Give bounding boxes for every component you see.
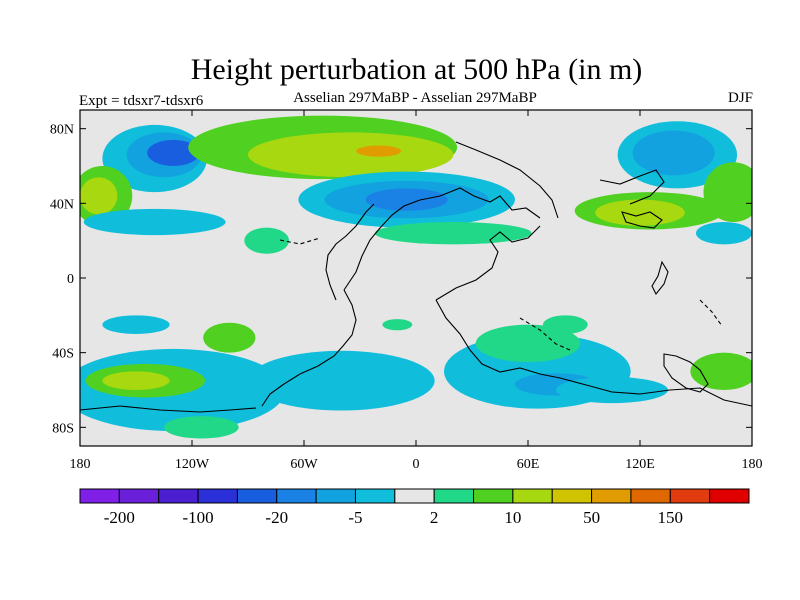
coastline-australia [663,353,709,393]
experiment-label: Expt = tdsxr7-tdsxr6 [79,93,204,109]
lon-tick-label: 120E [625,457,655,472]
colorbar-swatch [118,488,160,504]
contour-region [595,199,685,226]
colorbar-swatch [315,488,356,504]
coastline-island-chain-3 [699,299,723,327]
colorbar-swatch [551,488,593,504]
colorbar-label: -20 [265,508,288,527]
contour-region [365,188,448,211]
contour-region [632,130,715,176]
contour-region [147,139,200,166]
colorbar-swatch [433,488,475,504]
contour-region [203,322,256,353]
colorbar-swatch [158,488,199,504]
contour-region [542,315,588,334]
map-plot-area [79,109,753,447]
coastline-panthalassa-east [325,203,375,301]
coastline-gondwana-east [435,299,613,393]
contour-region [696,222,752,245]
coastline-north-atlantic [343,199,421,291]
coastline-cathaysia [621,211,663,229]
colorbar-label: 10 [504,508,521,527]
coastline-antarctic-west [80,405,257,413]
colorbar-label: -200 [104,508,135,527]
longitude-axis: 180 120W 60W 0 60E 120E 180 [70,110,763,472]
colorbar-label: -5 [348,508,362,527]
colorbar-swatch [276,488,317,504]
colorbar-swatch [591,488,632,504]
lat-tick-label: 40N [50,197,74,212]
coastlines [80,141,752,413]
colorbar-label: -100 [182,508,213,527]
colorbar-swatch [709,488,750,504]
coastline-south-america [261,289,357,407]
lat-tick-label: 40S [52,347,74,362]
contour-region [703,162,752,222]
contour-region [374,222,532,245]
plot-title: Height perturbation at 500 hPa (in m) [190,53,643,86]
colorbar-swatch [79,488,120,504]
contour-region [102,371,170,390]
contour-region [83,208,226,236]
coastline-island-east [651,260,669,296]
contour-region [475,324,581,363]
colorbar-label: 2 [430,508,439,527]
colorbar-swatch [394,488,435,504]
lon-tick-label: 180 [742,457,763,472]
colorbar-swatch [512,488,553,504]
colorbar-label: 50 [583,508,600,527]
colorbar-label: 150 [658,508,684,527]
contour-fields [80,115,752,439]
colorbar-swatch [669,488,711,504]
lat-tick-label: 80S [52,421,74,436]
coastline-tethys-south [435,225,541,301]
lat-tick-label: 0 [67,272,74,287]
latitude-axis: 80N 40N 0 40S 80S [50,123,752,436]
colorbar: -200 -100 -20 -5 2 10 50 150 [79,488,750,527]
contour-region [356,145,402,157]
coastline-tethys-north [419,187,541,219]
lon-tick-label: 0 [413,457,420,472]
contour-region [80,177,118,215]
contour-region [248,350,435,411]
coastline-asia-east [599,169,665,205]
contour-region [248,132,454,178]
lon-tick-label: 120W [175,457,210,472]
contour-region [556,376,668,404]
contour-region [244,227,290,254]
colorbar-swatch [236,488,278,504]
contour-region [382,319,413,331]
lon-tick-label: 60E [517,457,540,472]
colorbar-swatch [197,488,238,504]
contour-region [102,315,170,334]
season-label: DJF [727,90,753,106]
lon-tick-label: 60W [290,457,318,472]
colorbar-swatch [473,488,514,504]
coastline-island-chain-2 [519,317,571,351]
lat-tick-label: 80N [50,123,74,138]
lon-tick-label: 180 [70,457,91,472]
colorbar-swatch [354,488,396,504]
coastline-antarctic-east [611,387,752,407]
colorbar-swatch [630,488,671,504]
contour-region [164,416,239,439]
comparison-label: Asselian 297MaBP - Asselian 297MaBP [293,90,537,106]
coastline-siberia [455,141,559,219]
